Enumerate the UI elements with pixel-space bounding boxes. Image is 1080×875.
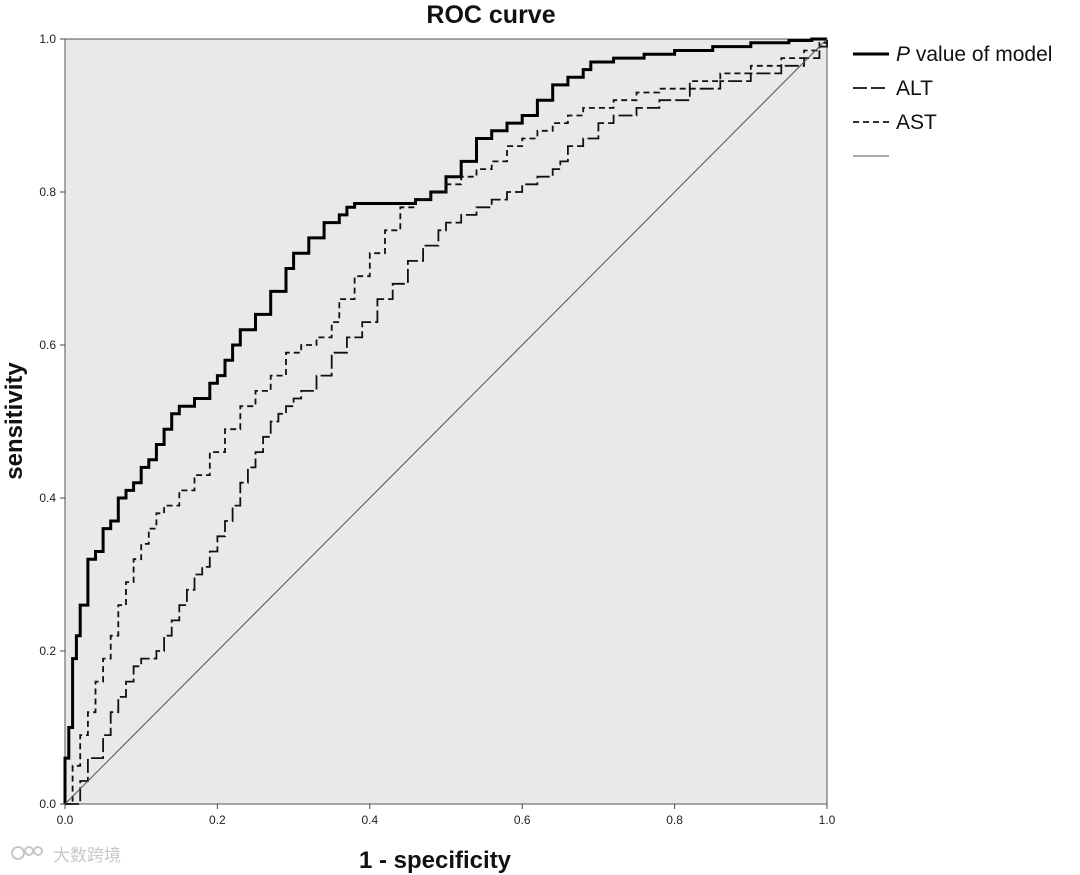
- legend-label-italic: P: [896, 43, 910, 66]
- x-axis: 0.0 0.2 0.4 0.6 0.8 1.0: [57, 804, 836, 827]
- legend: P value of model ALT AST: [853, 43, 1052, 157]
- legend-label-ast: AST: [896, 111, 937, 134]
- y-tick-label: 0.6: [39, 338, 56, 352]
- series-line-ast: [65, 39, 828, 805]
- watermark-text: 大数跨境: [53, 846, 121, 866]
- y-tick-label: 0.8: [39, 185, 56, 199]
- series-layer: [63, 37, 828, 805]
- x-axis-label: 1 - specificity: [359, 847, 512, 874]
- x-tick-label: 1.0: [819, 813, 836, 827]
- x-tick-label: 0.8: [666, 813, 683, 827]
- y-axis: 0.0 0.2 0.4 0.6 0.8 1.0: [39, 32, 65, 811]
- legend-label-alt: ALT: [896, 77, 933, 100]
- legend-label-text: ALT: [896, 77, 933, 100]
- y-axis-label: sensitivity: [1, 362, 28, 480]
- y-tick-label: 1.0: [39, 32, 56, 46]
- x-tick-label: 0.6: [514, 813, 531, 827]
- series-line-p-value-model: [63, 37, 827, 804]
- y-tick-label: 0.4: [39, 491, 56, 505]
- x-tick-label: 0.4: [361, 813, 378, 827]
- legend-label-text: value of model: [910, 43, 1052, 66]
- legend-label-p-value-model: P value of model: [896, 43, 1052, 66]
- x-tick-label: 0.2: [209, 813, 226, 827]
- legend-label-text: AST: [896, 111, 937, 134]
- y-tick-label: 0.0: [39, 797, 56, 811]
- y-tick-label: 0.2: [39, 644, 56, 658]
- watermark: 大数跨境: [11, 846, 121, 866]
- series-line-reference-diagonal: [64, 38, 828, 805]
- x-tick-label: 0.0: [57, 813, 74, 827]
- series-line-alt: [65, 39, 828, 805]
- loop-logo-icon: [11, 846, 43, 860]
- chart-title: ROC curve: [426, 1, 555, 29]
